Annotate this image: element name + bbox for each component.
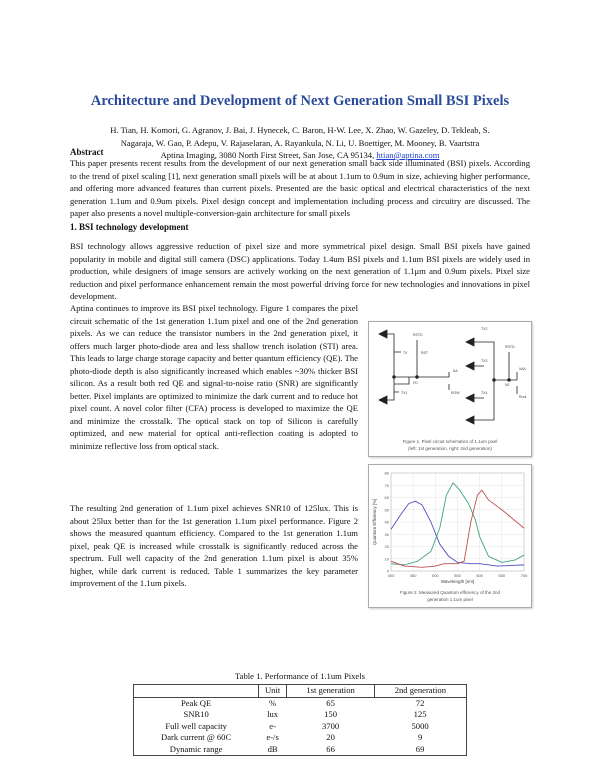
- qe-chart: 0 10 20 30 40 50 60 70 80 400 450 500 550 600 650 700 Wa…: [372, 471, 528, 585]
- figure-1-caption-line-2: (left: 1st generation, right: 2nd genera…: [408, 445, 492, 451]
- table-row: Peak QE% 65 72: [133, 697, 468, 709]
- table-cell: SNR10: [133, 709, 259, 721]
- table-1-caption: Table 1. Performance of 1.1um Pixels: [235, 671, 365, 681]
- label-tx4: TX4: [481, 391, 487, 395]
- paragraph-3: The resulting 2nd generation of 1.1um pi…: [70, 503, 358, 588]
- table-cell: e-: [269, 720, 276, 731]
- table-cell: 150: [324, 709, 338, 719]
- authors: H. Tian, H. Komori, G. Agranov, J. Bai, …: [0, 124, 600, 162]
- label-tx3: TX3: [481, 359, 487, 363]
- figure-2-caption: Figure 2. Measured Quantum efficiency of…: [369, 589, 531, 603]
- label-n2: N2: [505, 383, 510, 387]
- label-vaa: VAA: [519, 367, 526, 371]
- abstract-text: This paper presents recent results from …: [70, 158, 530, 218]
- header-cell: [133, 684, 259, 698]
- label-fd: FD: [413, 381, 418, 385]
- y-tick-label: 70: [385, 483, 390, 488]
- figure-1-caption-line-1: Figure 1. Pixel circuit schematics of 1.…: [402, 438, 498, 444]
- schematic-right: [465, 337, 518, 425]
- table-row: Full well capacity e- 3700 5000: [133, 720, 468, 732]
- x-tick-label: 600: [476, 573, 483, 578]
- table-cell: 66: [286, 743, 375, 756]
- authors-line-1: H. Tian, H. Komori, G. Agranov, J. Bai, …: [110, 125, 490, 135]
- figure-2-caption-line-2: generation 1.1um pixel: [427, 596, 473, 602]
- y-axis-label: Quantum Efficiency [%]: [372, 499, 377, 546]
- table-cell: 65: [326, 697, 335, 708]
- series-line-0: [390, 500, 525, 567]
- performance-table: Unit 1st generation 2nd generation Peak …: [133, 684, 468, 756]
- figure-2-caption-line-1: Figure 2. Measured Quantum efficiency of…: [400, 589, 500, 595]
- header-cell: 2nd generation: [373, 684, 468, 698]
- table-cell: 5000: [374, 720, 468, 732]
- label-tx2: TX2: [481, 327, 487, 331]
- table-cell: %: [269, 697, 277, 708]
- y-tick-label: 0: [387, 569, 390, 574]
- table-cell: Peak QE: [133, 697, 259, 709]
- y-tick-label: 60: [385, 495, 390, 500]
- table-row: SNR10 lux 150 125: [133, 709, 468, 721]
- header-cell: Unit: [257, 684, 288, 698]
- y-tick-label: 20: [385, 544, 390, 549]
- y-tick-label: 40: [385, 520, 390, 525]
- header-cell: 1st generation: [286, 684, 375, 698]
- label-rout: Rout: [519, 395, 526, 399]
- label-row: ROW: [451, 391, 460, 395]
- authors-line-2: Nagaraja, W. Gao, P. Adepu, V. Rajaselar…: [120, 137, 480, 148]
- table-cell: e-/s: [266, 732, 279, 742]
- paper-title: Architecture and Development of Next Gen…: [90, 93, 510, 109]
- affiliation-text: Aptina Imaging, 3080 North First Street,…: [160, 150, 377, 160]
- table-cell: 72: [374, 697, 468, 709]
- section-1-heading: 1. BSI technology development: [70, 222, 189, 232]
- label-rstd: RSTD: [413, 333, 423, 337]
- table-cell: 3700: [321, 720, 340, 731]
- figure-1-caption: Figure 1. Pixel circuit schematics of 1.…: [369, 438, 531, 452]
- schematic-left: [378, 329, 450, 405]
- x-tick-label: 700: [521, 573, 528, 578]
- y-tick-label: 10: [385, 556, 390, 561]
- table-cell: 20: [326, 732, 335, 742]
- table-cell: Full well capacity: [133, 720, 259, 732]
- x-tick-label: 400: [388, 573, 395, 578]
- figure-1: RSTD TX RST FD AA ROW TX1 TX2 TX3 TX4 RS…: [368, 321, 532, 457]
- x-tick-label: 450: [410, 573, 417, 578]
- table-cell: Dark current @ 60C: [133, 732, 259, 744]
- table-cell: Dynamic range: [133, 743, 259, 756]
- y-tick-label: 30: [385, 532, 390, 537]
- abstract-heading: Abstract: [70, 147, 104, 157]
- series-line-1: [390, 482, 525, 566]
- table-row: Dark current @ 60C e-/s 20 9: [133, 732, 468, 744]
- table-cell: lux: [267, 709, 279, 719]
- paragraph-1: BSI technology allows aggressive reducti…: [70, 241, 530, 301]
- y-tick-label: 50: [385, 507, 390, 512]
- x-tick-label: 650: [498, 573, 505, 578]
- series-line-2: [390, 489, 525, 568]
- paragraph-2: Aptina continues to improve its BSI pixe…: [70, 303, 358, 451]
- x-axis-label: Wavelength [nm]: [441, 579, 475, 584]
- x-tick-label: 550: [454, 573, 461, 578]
- label-tx: TX: [403, 351, 408, 355]
- label-rstd-2: RSTD: [505, 345, 515, 349]
- y-tick-label: 80: [385, 471, 390, 476]
- table-cell: 125: [374, 709, 468, 721]
- label-tx1: TX1: [401, 391, 407, 395]
- table-cell: dB: [258, 743, 287, 756]
- x-tick-label: 500: [432, 573, 439, 578]
- table-row: Dynamic range dB 66 69: [133, 743, 468, 756]
- affiliation: Aptina Imaging, 3080 North First Street,…: [0, 149, 600, 162]
- figure-2: 0 10 20 30 40 50 60 70 80 400 450 500 550 600 650 700 Wa…: [368, 464, 532, 608]
- table-cell: 9: [374, 732, 468, 744]
- email-link[interactable]: htian@aptina.com: [376, 150, 440, 160]
- label-aa: AA: [453, 369, 458, 373]
- table-header-row: Unit 1st generation 2nd generation: [133, 684, 468, 698]
- table-cell: 69: [374, 743, 468, 756]
- label-rst: RST: [421, 351, 429, 355]
- pixel-schematic: RSTD TX RST FD AA ROW TX1 TX2 TX3 TX4 RS…: [378, 327, 526, 425]
